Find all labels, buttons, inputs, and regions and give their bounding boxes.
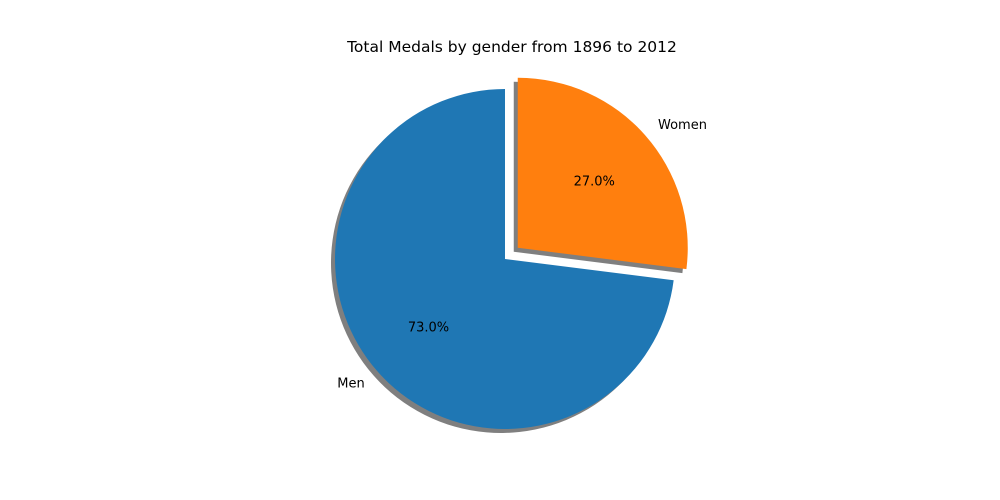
slice-label-women: Women <box>658 118 707 133</box>
pct-label-women: 27.0% <box>574 174 615 189</box>
pct-label-men: 73.0% <box>408 320 449 335</box>
chart-title: Total Medals by gender from 1896 to 2012 <box>346 38 677 56</box>
slice-labels: Men 73.0% Women 27.0% <box>337 118 707 392</box>
pie-slice-women <box>517 77 688 270</box>
pie-slice-men <box>335 89 674 429</box>
slice-label-men: Men <box>337 377 364 392</box>
pie-slices <box>335 77 688 429</box>
